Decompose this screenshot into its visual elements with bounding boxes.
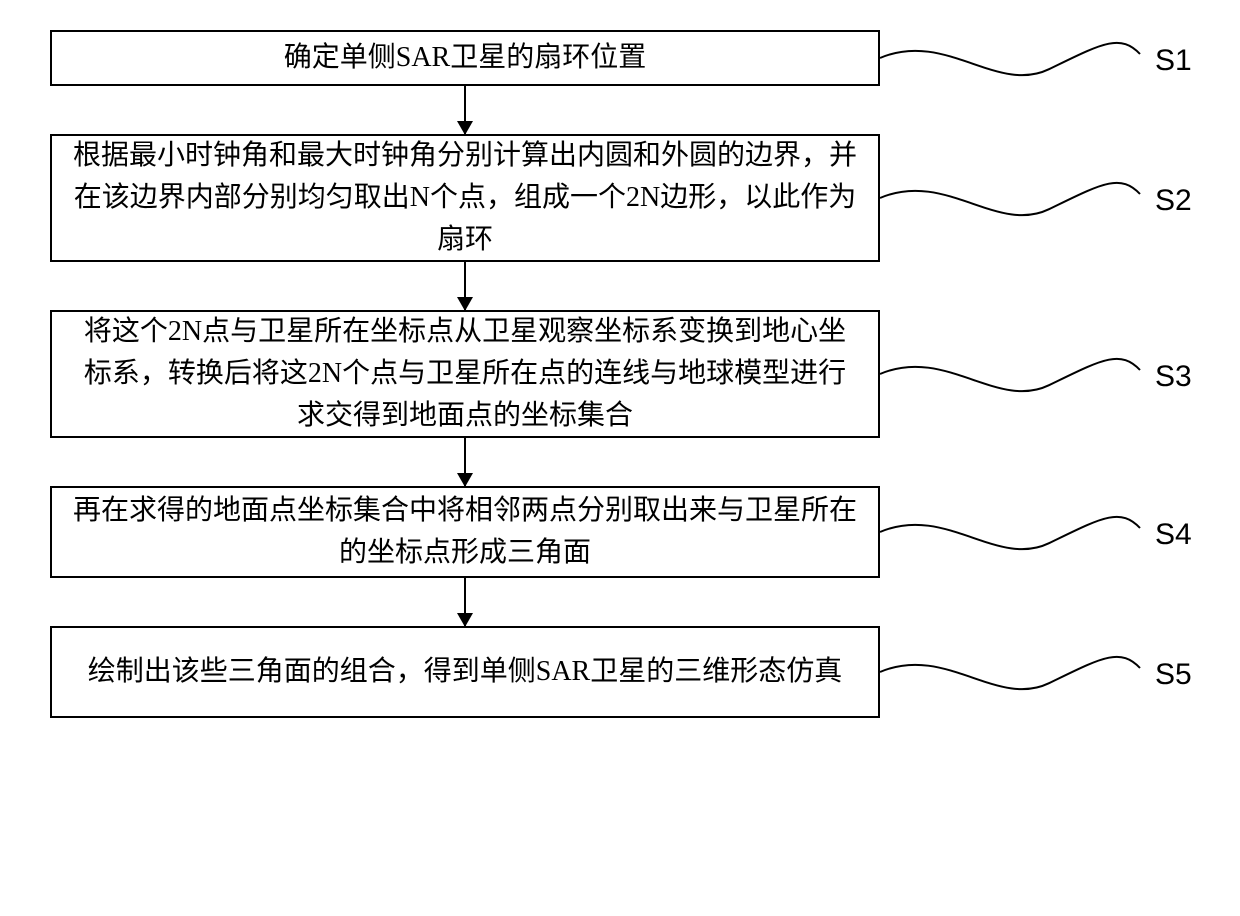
- step-text: 确定单侧SAR卫星的扇环位置: [284, 37, 646, 79]
- step-text: 再在求得的地面点坐标集合中将相邻两点分别取出来与卫星所在的坐标点形成三角面: [72, 490, 858, 574]
- step-label-s4: S4: [1155, 518, 1192, 552]
- step-box-s5: 绘制出该些三角面的组合，得到单侧SAR卫星的三维形态仿真: [50, 626, 880, 718]
- flow-arrow: [464, 86, 466, 134]
- connector-curve-s4: [880, 517, 1140, 549]
- step-text: 将这个2N点与卫星所在坐标点从卫星观察坐标系变换到地心坐标系，转换后将这2N个点…: [72, 311, 858, 437]
- step-label-s3: S3: [1155, 360, 1192, 394]
- step-box-s1: 确定单侧SAR卫星的扇环位置: [50, 30, 880, 86]
- step-box-s2: 根据最小时钟角和最大时钟角分别计算出内圆和外圆的边界，并在该边界内部分别均匀取出…: [50, 134, 880, 262]
- flow-arrow: [464, 578, 466, 626]
- step-text: 绘制出该些三角面的组合，得到单侧SAR卫星的三维形态仿真: [88, 651, 842, 693]
- step-text: 根据最小时钟角和最大时钟角分别计算出内圆和外圆的边界，并在该边界内部分别均匀取出…: [72, 135, 858, 261]
- step-label-s5: S5: [1155, 658, 1192, 692]
- connector-curve-s3: [880, 359, 1140, 391]
- connector-curve-s5: [880, 657, 1140, 689]
- connector-curve-s2: [880, 183, 1140, 215]
- connector-curve-s1: [880, 43, 1140, 75]
- step-label-s1: S1: [1155, 44, 1192, 78]
- step-box-s4: 再在求得的地面点坐标集合中将相邻两点分别取出来与卫星所在的坐标点形成三角面: [50, 486, 880, 578]
- flowchart-container: 确定单侧SAR卫星的扇环位置 根据最小时钟角和最大时钟角分别计算出内圆和外圆的边…: [50, 30, 880, 718]
- step-box-s3: 将这个2N点与卫星所在坐标点从卫星观察坐标系变换到地心坐标系，转换后将这2N个点…: [50, 310, 880, 438]
- step-label-s2: S2: [1155, 184, 1192, 218]
- flow-arrow: [464, 438, 466, 486]
- flow-arrow: [464, 262, 466, 310]
